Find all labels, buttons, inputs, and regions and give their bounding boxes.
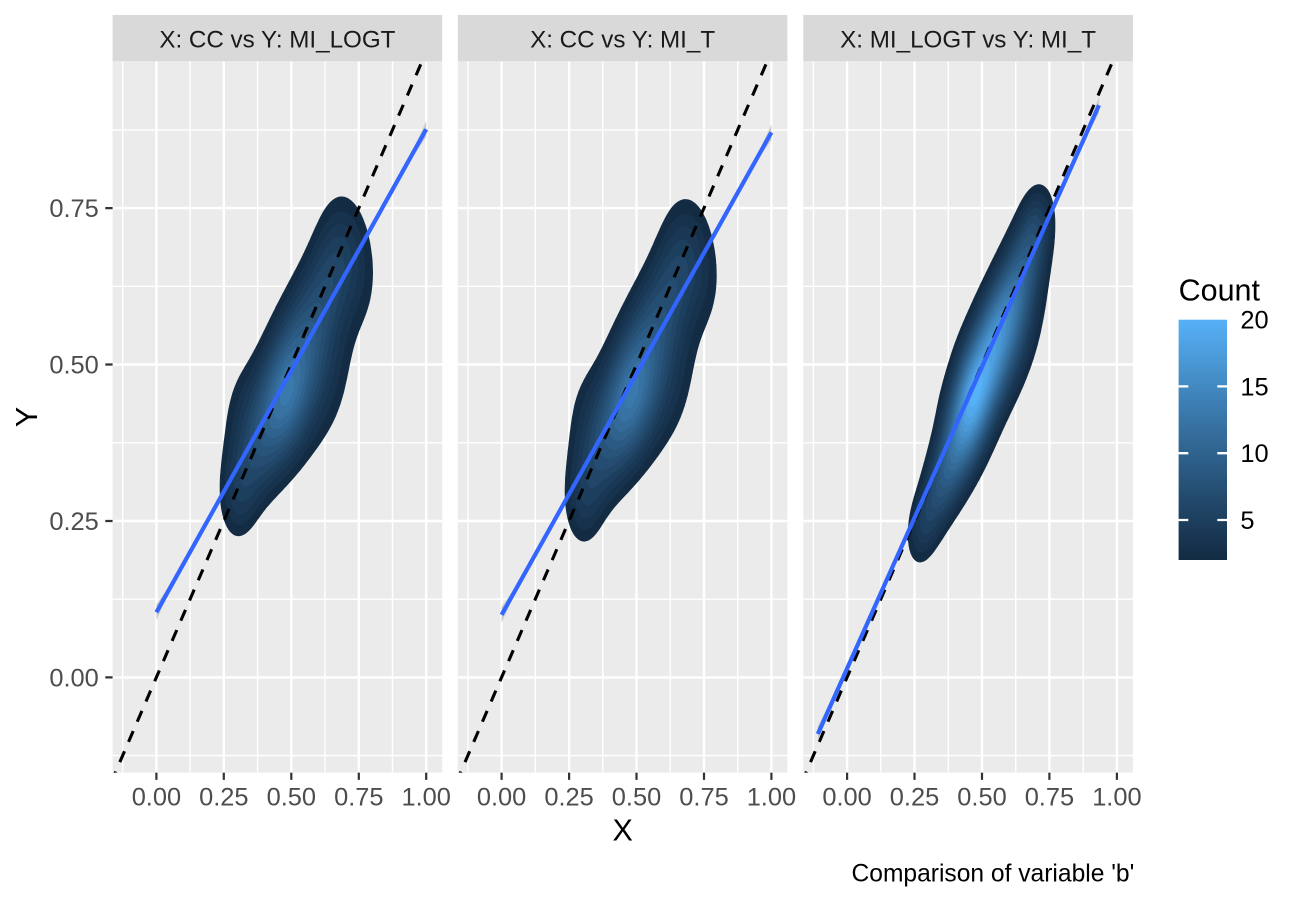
svg-text:X: CC vs Y: MI_LOGT: X: CC vs Y: MI_LOGT — [159, 26, 395, 53]
svg-text:0.75: 0.75 — [49, 195, 98, 223]
svg-text:0.25: 0.25 — [544, 784, 593, 812]
svg-text:1.00: 1.00 — [747, 784, 796, 812]
svg-text:0.50: 0.50 — [957, 784, 1006, 812]
svg-text:Y: Y — [10, 407, 44, 427]
svg-text:0.50: 0.50 — [612, 784, 661, 812]
svg-text:0.50: 0.50 — [267, 784, 316, 812]
svg-text:5: 5 — [1240, 507, 1254, 535]
svg-text:Count: Count — [1179, 273, 1261, 307]
svg-text:1.00: 1.00 — [401, 784, 450, 812]
svg-text:0.00: 0.00 — [49, 664, 98, 692]
svg-text:X: MI_LOGT vs Y: MI_T: X: MI_LOGT vs Y: MI_T — [840, 26, 1096, 53]
svg-text:0.00: 0.00 — [477, 784, 526, 812]
svg-text:0.75: 0.75 — [334, 784, 383, 812]
svg-text:10: 10 — [1240, 440, 1268, 468]
svg-text:0.50: 0.50 — [49, 352, 98, 380]
svg-text:0.25: 0.25 — [199, 784, 248, 812]
svg-text:15: 15 — [1240, 373, 1268, 401]
svg-text:X: X — [613, 814, 633, 848]
svg-text:20: 20 — [1240, 307, 1268, 335]
svg-text:0.25: 0.25 — [890, 784, 939, 812]
svg-text:Comparison of variable 'b': Comparison of variable 'b' — [852, 860, 1135, 887]
svg-text:X: CC vs Y: MI_T: X: CC vs Y: MI_T — [530, 26, 715, 53]
svg-text:0.75: 0.75 — [679, 784, 728, 812]
svg-text:0.25: 0.25 — [49, 508, 98, 536]
svg-text:1.00: 1.00 — [1092, 784, 1141, 812]
svg-text:0.00: 0.00 — [822, 784, 871, 812]
svg-text:0.75: 0.75 — [1025, 784, 1074, 812]
svg-text:0.00: 0.00 — [132, 784, 181, 812]
